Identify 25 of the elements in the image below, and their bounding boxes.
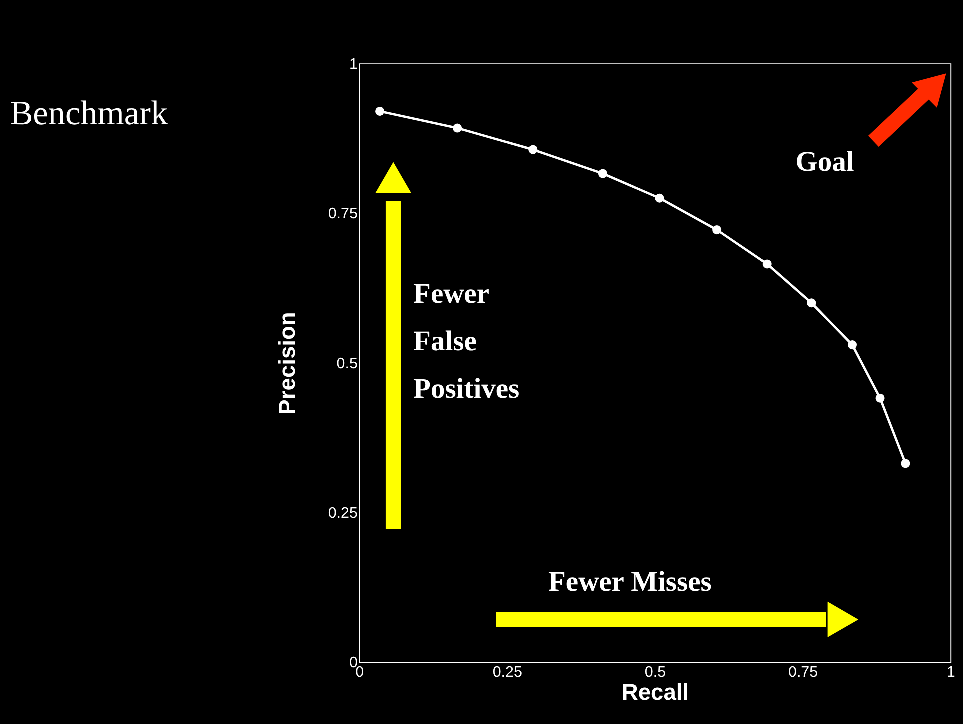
y-tick-label: 0.5 <box>336 355 358 372</box>
y-tick-label: 1 <box>349 56 358 73</box>
y-tick-label: 0.25 <box>328 504 358 522</box>
point <box>655 194 664 203</box>
point <box>876 394 885 403</box>
point <box>376 106 385 116</box>
y-axis-title: Precision <box>274 312 300 415</box>
x-tick-label: 0.5 <box>644 664 666 682</box>
x-tick-label: 0.25 <box>492 664 522 682</box>
text: Benchmark <box>10 95 169 132</box>
point <box>528 145 538 154</box>
point <box>807 298 816 308</box>
x-tick-label: 1 <box>946 664 956 682</box>
point <box>762 260 772 269</box>
point <box>848 340 857 350</box>
point <box>901 459 910 468</box>
x-tick-label: 0.75 <box>788 664 818 682</box>
annotation: Fewer False Positives <box>414 279 520 406</box>
x-axis-title: Recall <box>622 679 690 706</box>
point <box>598 169 608 178</box>
y-tick-label: 0.75 <box>328 206 358 223</box>
annotation: Fewer Misses <box>548 567 712 598</box>
point <box>452 124 462 133</box>
point <box>712 226 722 235</box>
annotation: Goal <box>796 146 854 178</box>
